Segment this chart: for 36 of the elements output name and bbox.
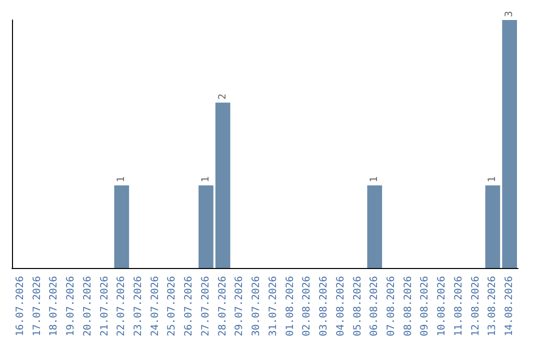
x-tick-label: 09.08.2026 [420,276,431,336]
x-tick-label: 23.07.2026 [133,276,144,336]
data-label: 1 [200,176,212,182]
x-tick-label: 12.08.2026 [470,276,482,336]
x-tick-label: 18.07.2026 [48,276,60,336]
x-tick-label: 08.08.2026 [402,276,414,336]
x-tick-label: 26.07.2026 [184,276,195,336]
x-tick-label: 22.07.2026 [116,276,128,336]
data-label: 1 [369,176,380,182]
x-tick-label: 05.08.2026 [352,276,364,336]
x-tick-label: 04.08.2026 [335,276,346,336]
x-tick-label: 02.08.2026 [302,276,313,336]
x-tick-label: 19.07.2026 [66,276,77,336]
data-label: 1 [116,176,128,182]
x-tick-label: 06.08.2026 [369,276,380,336]
x-tick-label: 30.07.2026 [251,276,262,336]
data-label: 1 [487,176,498,182]
x-tick-label: 13.08.2026 [487,276,498,336]
x-tick-label: 07.08.2026 [386,276,397,336]
x-tick-label: 03.08.2026 [318,276,330,336]
x-tick-label: 14.08.2026 [504,276,516,336]
x-tick-label: 25.07.2026 [166,276,178,336]
x-tick-label: 24.07.2026 [150,276,161,336]
data-label: 2 [217,94,228,100]
x-tick-label: 16.07.2026 [14,276,26,336]
x-tick-label: 29.07.2026 [234,276,246,336]
x-tick-label: 31.07.2026 [268,276,279,336]
x-tick-label: 20.07.2026 [82,276,94,336]
x-tick-label: 11.08.2026 [453,276,464,336]
x-tick-label: 21.07.2026 [99,276,110,336]
x-tick-label: 10.08.2026 [436,276,448,336]
x-tick-label: 01.08.2026 [284,276,296,336]
data-label: 3 [504,10,516,17]
x-tick-label: 17.07.2026 [32,276,43,336]
x-tick-label: 27.07.2026 [200,276,212,336]
x-tick-label: 28.07.2026 [217,276,228,336]
